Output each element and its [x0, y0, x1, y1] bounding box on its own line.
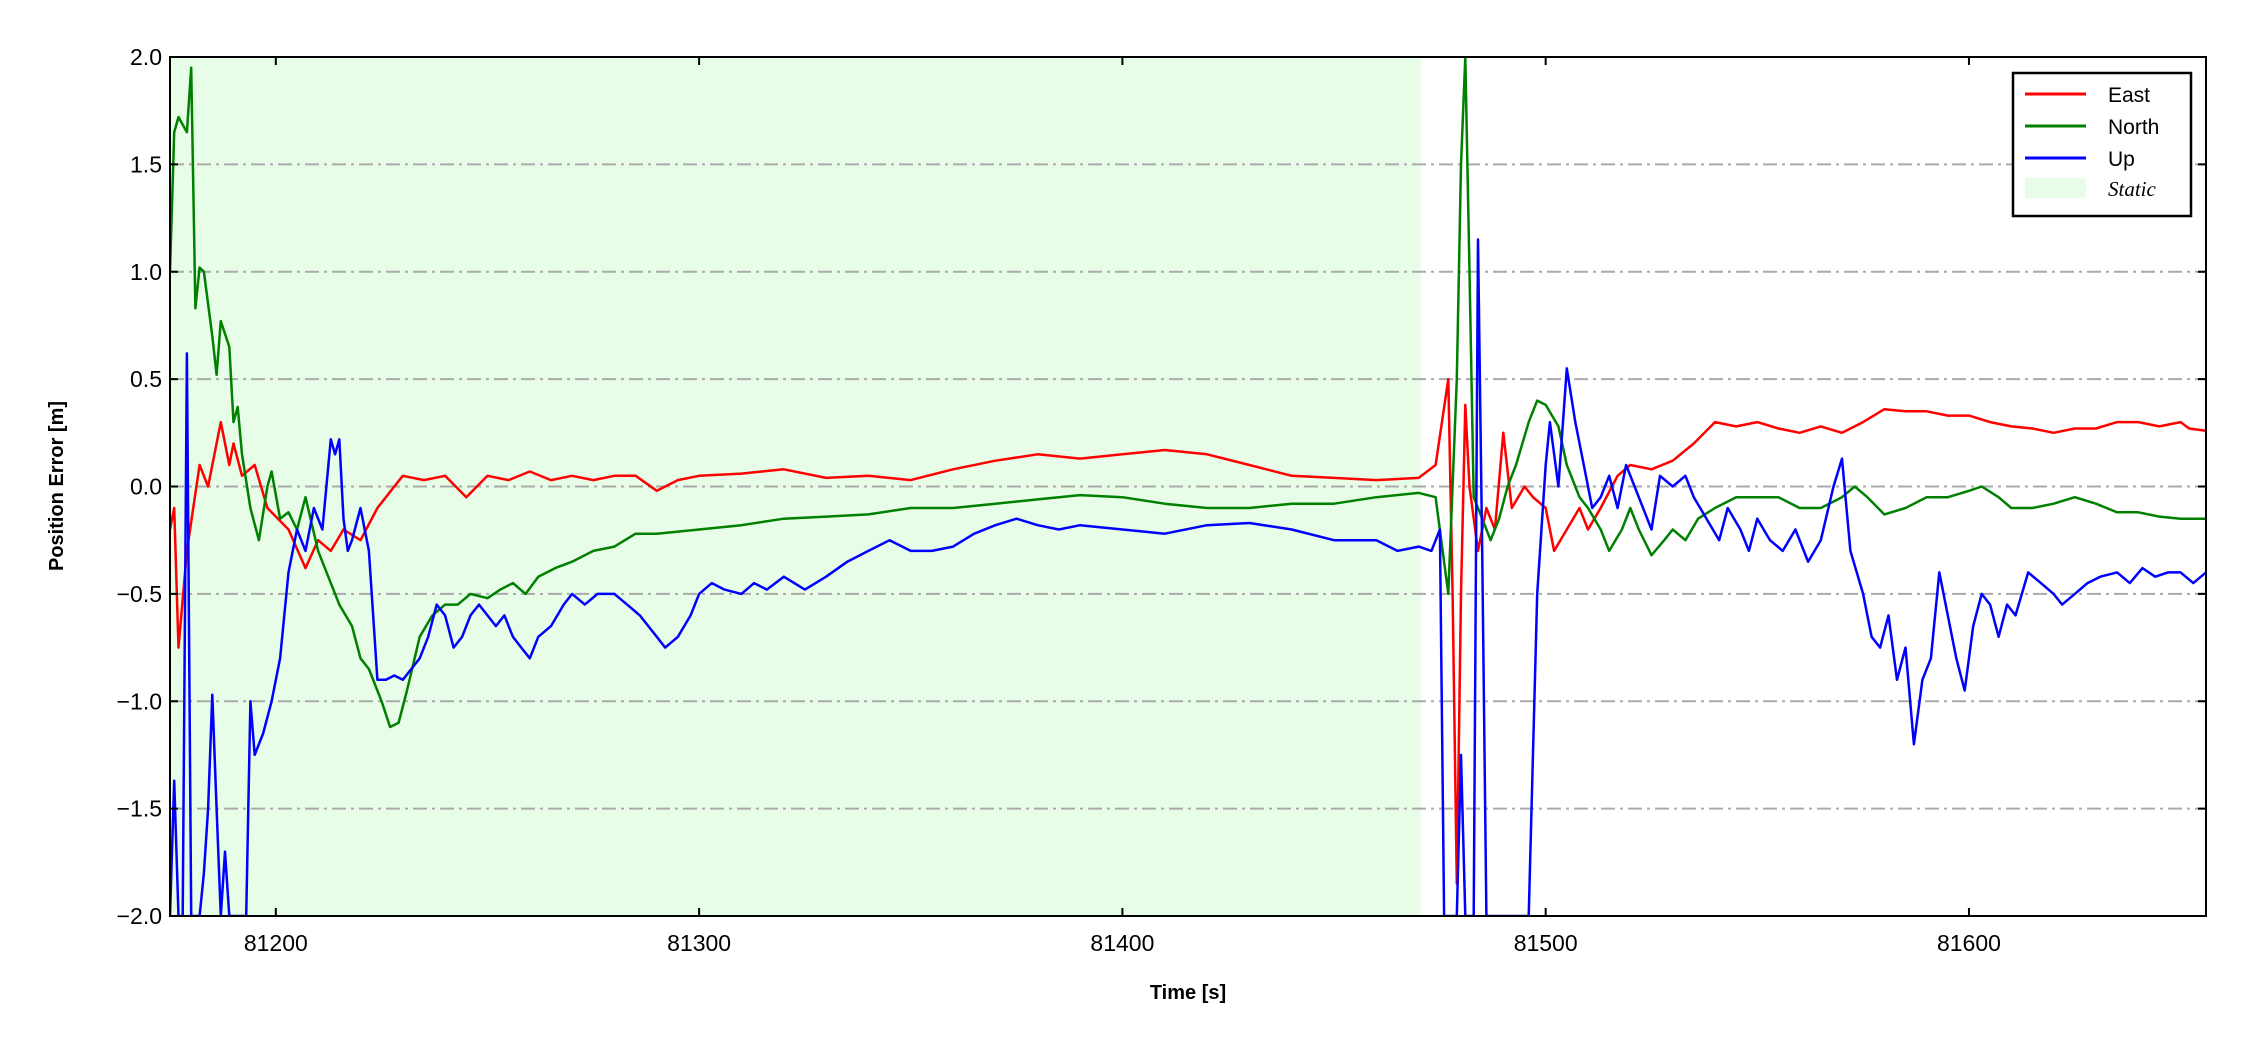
y-tick-label: −2.0 — [117, 903, 162, 929]
y-tick-label: −0.5 — [117, 581, 162, 607]
legend-label-east: East — [2108, 84, 2150, 107]
legend-label-up: Up — [2108, 148, 2135, 171]
y-tick-label: −1.5 — [117, 796, 162, 822]
y-tick-label: 1.5 — [130, 151, 162, 177]
y-tick-label: 1.0 — [130, 259, 162, 285]
y-tick-label: 0.5 — [130, 366, 162, 392]
x-tick-label: 81200 — [244, 930, 308, 956]
x-tick-label: 81500 — [1514, 930, 1578, 956]
legend-label-static: Static — [2108, 177, 2157, 201]
series-line-north — [170, 57, 2206, 729]
series-line-up — [170, 238, 2206, 916]
y-axis-label: Position Error [m] — [46, 401, 68, 571]
legend-label-north: North — [2108, 116, 2159, 139]
series-line-east — [170, 377, 2206, 886]
x-axis-label: Time [s] — [1150, 982, 1226, 1004]
y-tick-label: 2.0 — [130, 44, 162, 70]
legend: East North Up Static — [2011, 71, 2193, 218]
x-tick-label: 81600 — [1937, 930, 2001, 956]
legend-swatch-static — [2025, 178, 2086, 198]
y-tick-label: 0.0 — [130, 474, 162, 500]
x-tick-label: 81300 — [667, 930, 731, 956]
x-tick-label: 81400 — [1090, 930, 1154, 956]
y-tick-label: −1.0 — [117, 688, 162, 714]
